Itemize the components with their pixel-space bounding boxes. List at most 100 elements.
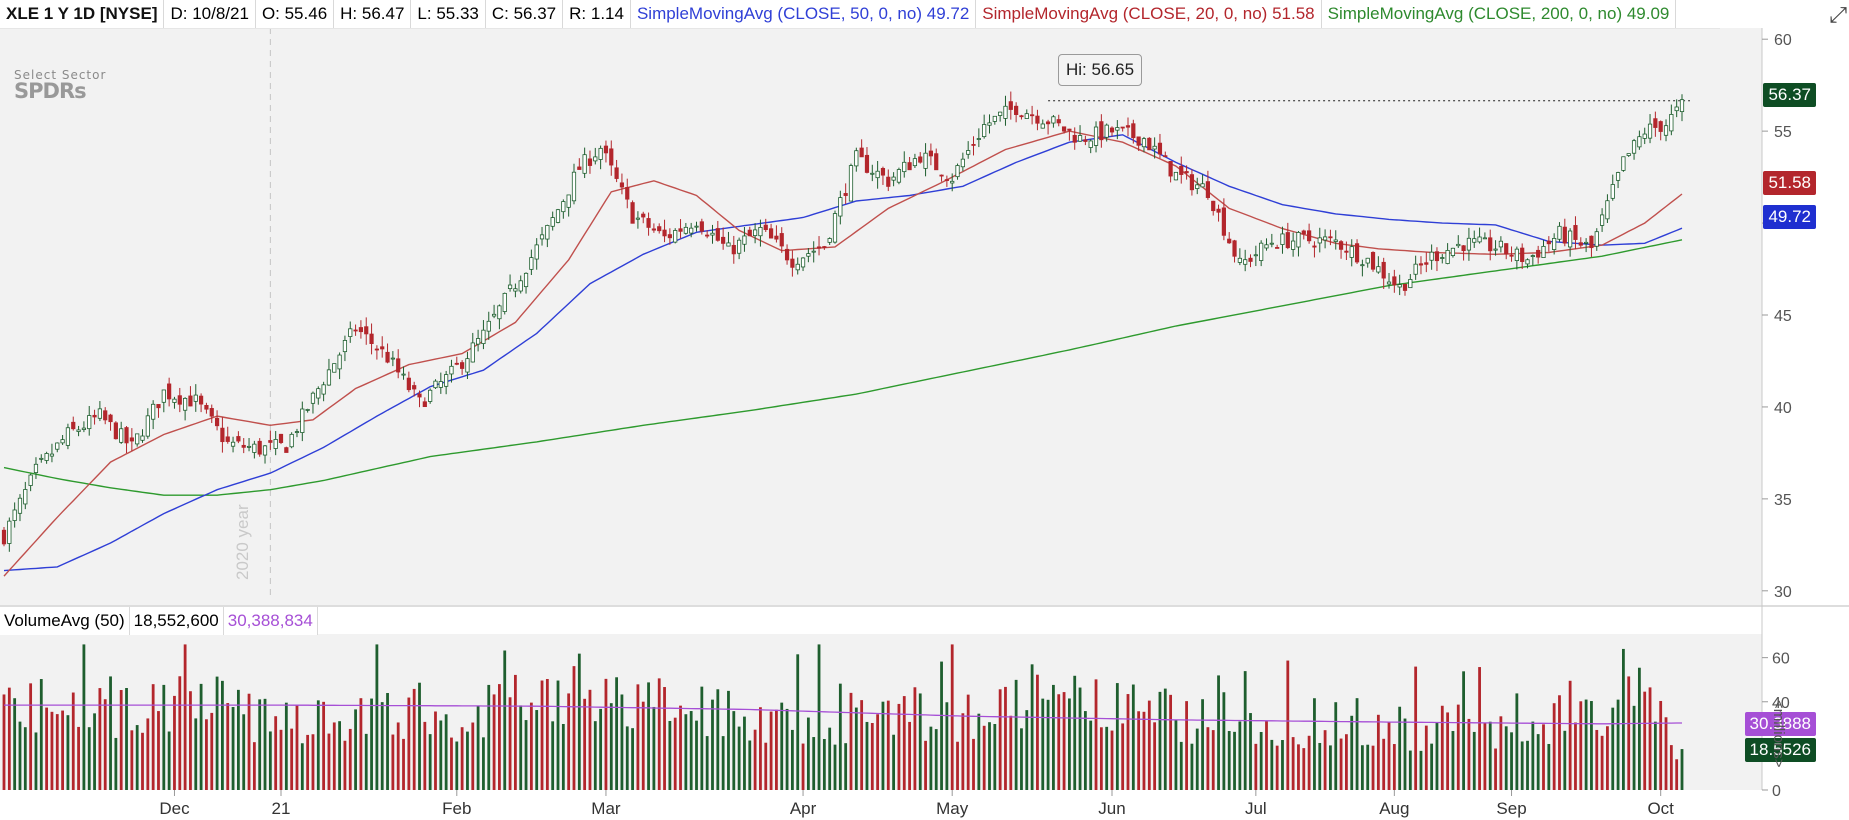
candle	[683, 222, 688, 235]
candle-body	[955, 165, 960, 178]
volume-bar	[252, 742, 256, 790]
candle-body	[1530, 255, 1535, 257]
candle-body	[1259, 242, 1264, 261]
volume-bar	[806, 717, 810, 790]
volume-bar	[966, 694, 970, 790]
candle	[1360, 259, 1365, 277]
volume-bar	[1227, 731, 1231, 790]
candle-body	[1269, 242, 1274, 245]
candle-body	[28, 474, 33, 486]
candle-body	[422, 401, 427, 408]
volume-bar	[1360, 745, 1364, 790]
candle-body	[864, 154, 870, 173]
candle-body	[907, 162, 912, 171]
candle	[1253, 245, 1258, 267]
volume-bar	[482, 737, 485, 790]
volume-bar	[529, 702, 533, 790]
candle-body	[1061, 126, 1067, 132]
volume-bar	[199, 683, 203, 790]
candle	[1573, 216, 1578, 250]
candle	[1477, 227, 1482, 244]
open-value: O: 55.46	[256, 0, 335, 28]
candle-body	[875, 170, 880, 179]
candle-body	[193, 394, 198, 402]
sma20-label[interactable]: SimpleMovingAvg (CLOSE, 20, 0, no) 51.58	[976, 0, 1322, 28]
candle-body	[460, 362, 465, 369]
expand-icon[interactable]: ⤢	[1829, 2, 1847, 27]
volume-bar	[1057, 694, 1061, 790]
candle	[396, 349, 401, 379]
candle	[854, 147, 859, 172]
candle	[268, 430, 273, 450]
candle-body	[1504, 243, 1509, 255]
candle	[1546, 236, 1551, 252]
volume-bar	[1659, 700, 1663, 790]
candle-body	[561, 201, 566, 213]
candle-body	[1599, 214, 1605, 226]
volume-bar	[743, 716, 746, 790]
candle-body	[491, 313, 497, 317]
candle-body	[545, 225, 550, 240]
candle-body	[790, 258, 795, 268]
candle-body	[1424, 262, 1429, 265]
candle-body	[1589, 235, 1594, 249]
candle	[124, 426, 129, 454]
volume-avg-label[interactable]: VolumeAvg (50)	[0, 607, 130, 635]
volume-bar	[274, 716, 278, 790]
candle-body	[353, 329, 358, 332]
volume-bar	[609, 703, 613, 790]
candle	[992, 115, 997, 125]
candle-body	[1626, 153, 1631, 156]
candle	[1243, 249, 1248, 272]
candle	[390, 351, 395, 367]
candle-body	[816, 246, 822, 249]
volume-bar	[34, 732, 38, 790]
sma50-label[interactable]: SimpleMovingAvg (CLOSE, 50, 0, no) 49.72	[631, 0, 977, 28]
volume-bar	[1153, 722, 1157, 790]
volume-bar	[295, 704, 299, 790]
volume-bar	[647, 682, 650, 790]
candle	[92, 409, 97, 425]
volume-bar	[1179, 741, 1183, 790]
candle-body	[667, 234, 672, 239]
candle-body	[998, 111, 1003, 116]
volume-bar	[1345, 734, 1348, 790]
volume-bar	[1121, 723, 1125, 790]
candle	[1434, 247, 1440, 272]
candle	[172, 396, 177, 409]
volume-bar	[1355, 698, 1359, 790]
volume-bar	[1579, 701, 1583, 790]
candle-body	[1552, 238, 1557, 250]
candle	[699, 218, 704, 235]
candle	[731, 235, 736, 264]
volume-bar	[1147, 700, 1151, 790]
candle-body	[1221, 207, 1226, 236]
candle	[976, 128, 981, 148]
volume-bar	[902, 696, 906, 790]
candle-body	[1296, 232, 1301, 248]
candle-body	[774, 235, 779, 240]
candle-body	[1072, 134, 1077, 143]
candle-body	[944, 179, 949, 181]
candle	[667, 228, 672, 245]
candle-body	[705, 234, 710, 237]
candle-body	[177, 395, 182, 405]
sma200-label[interactable]: SimpleMovingAvg (CLOSE, 200, 0, no) 49.0…	[1322, 0, 1677, 28]
candle-body	[1456, 243, 1461, 247]
candle-body	[1498, 240, 1503, 248]
candle	[60, 434, 65, 445]
candle	[694, 221, 699, 232]
volume-bar	[838, 683, 842, 790]
volume-bar	[876, 714, 880, 790]
symbol-label[interactable]: XLE 1 Y 1D [NYSE]	[0, 0, 165, 28]
candle	[657, 223, 662, 234]
candle	[103, 407, 108, 425]
candle	[880, 166, 886, 185]
volume-bar	[1584, 699, 1588, 790]
volume-bar	[1083, 711, 1087, 790]
candle	[689, 222, 694, 238]
candle	[380, 336, 385, 358]
candle-body	[396, 358, 401, 373]
candle-body	[1584, 241, 1589, 244]
volume-bar	[1206, 727, 1210, 790]
